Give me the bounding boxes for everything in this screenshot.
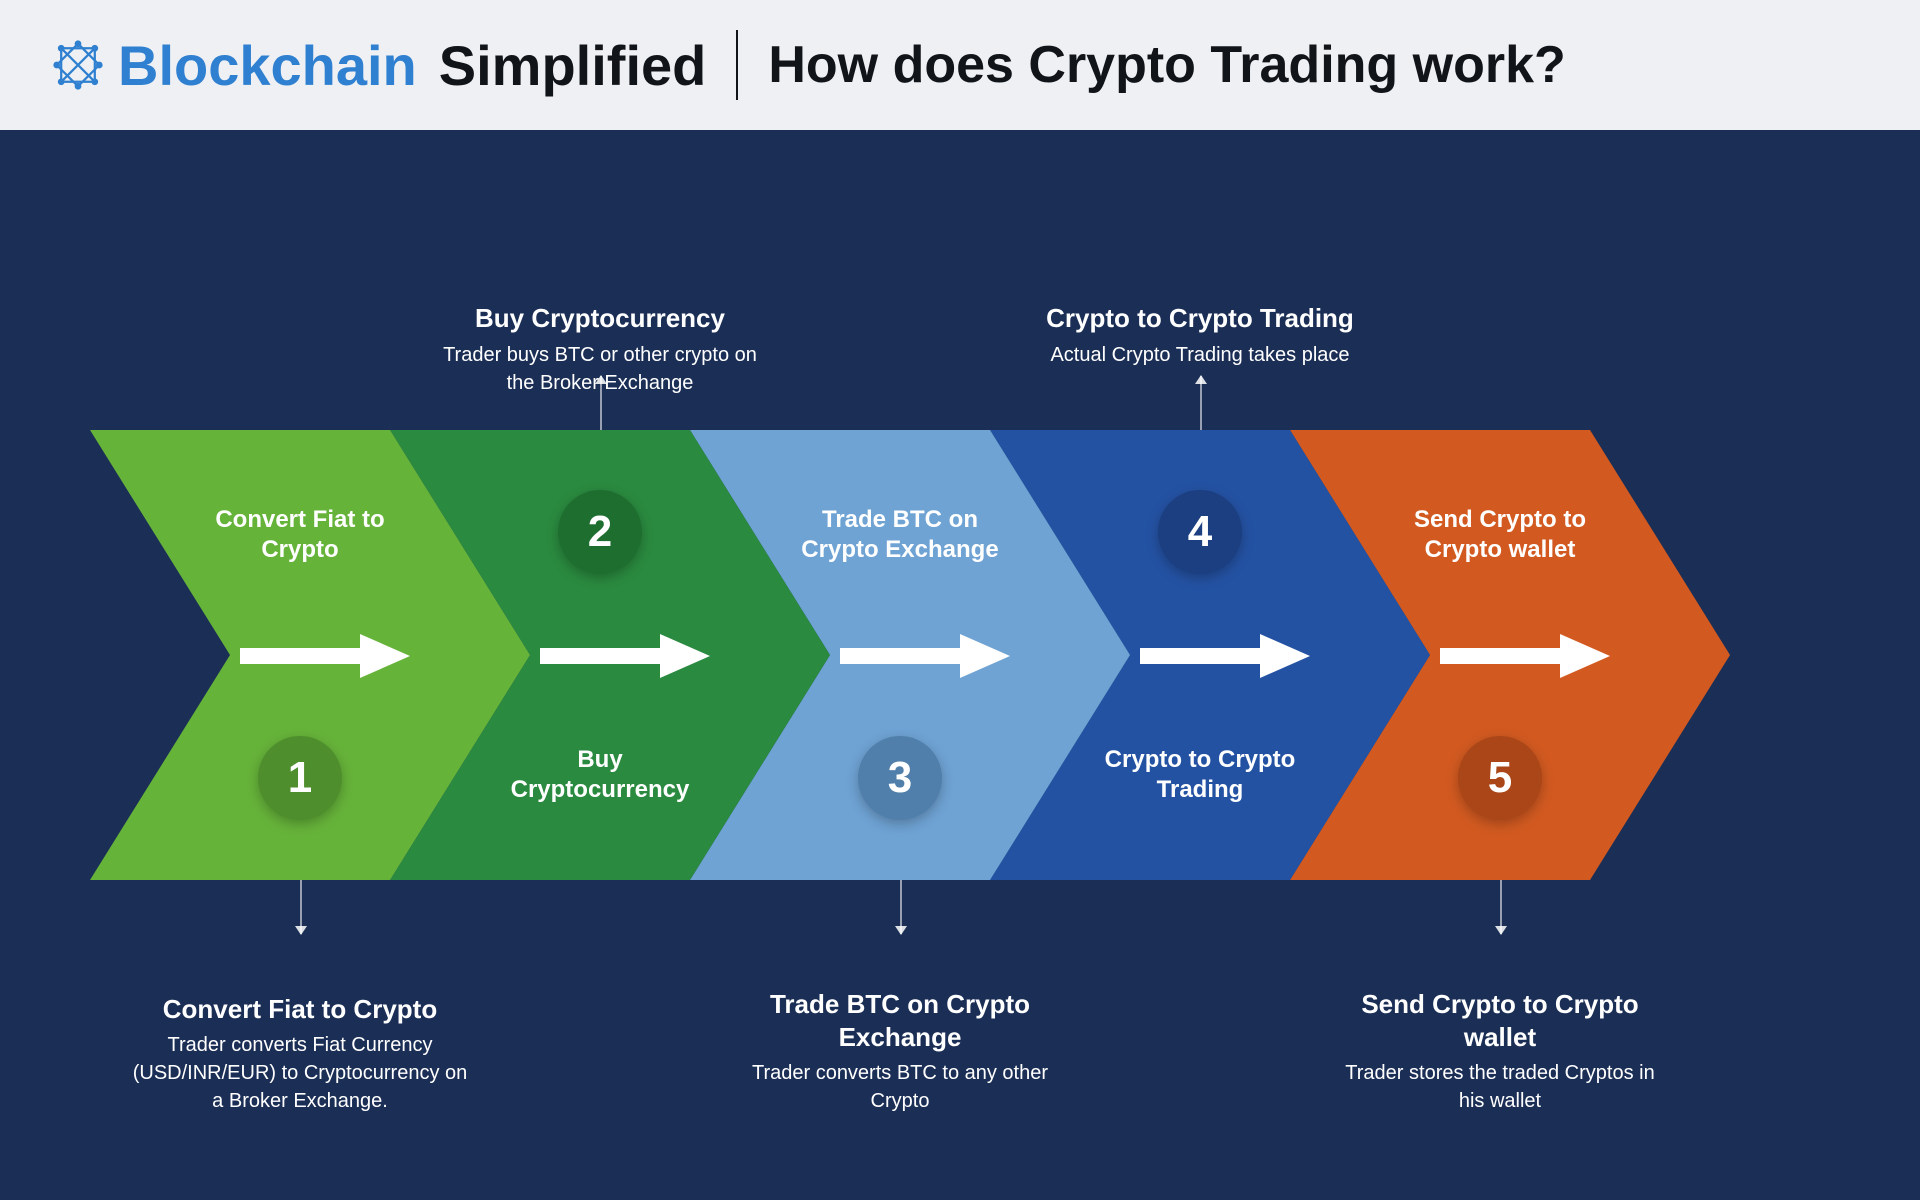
callout-desc-1: Trader converts Fiat Currency (USD/INR/E… xyxy=(130,1031,470,1115)
callout-title-3: Trade BTC on Crypto Exchange xyxy=(730,988,1070,1053)
step-number-1: 1 xyxy=(258,736,342,820)
logo-word-2: Simplified xyxy=(439,33,707,98)
connector-4 xyxy=(1200,376,1202,436)
step-chevron-1: Convert Fiat to Crypto 1 xyxy=(90,430,530,880)
callout-desc-4: Actual Crypto Trading takes place xyxy=(1030,341,1370,369)
step-title-1: Convert Fiat to Crypto xyxy=(190,505,410,565)
arrow-icon xyxy=(840,634,1010,678)
callout-4: Crypto to Crypto Trading Actual Crypto Tr… xyxy=(1030,302,1370,369)
step-number-3: 3 xyxy=(858,736,942,820)
chevron-row: Convert Fiat to Crypto1Buy Cryptocurrenc… xyxy=(90,430,1830,880)
callout-5: Send Crypto to Crypto wallet Trader store… xyxy=(1330,988,1670,1115)
callout-desc-3: Trader converts BTC to any other Crypto xyxy=(730,1059,1070,1115)
step-number-4: 4 xyxy=(1158,490,1242,574)
callout-title-1: Convert Fiat to Crypto xyxy=(130,993,470,1026)
logo: Blockchain Simplified xyxy=(50,33,706,98)
callout-title-4: Crypto to Crypto Trading xyxy=(1030,302,1370,335)
connector-1 xyxy=(300,874,302,934)
arrow-icon xyxy=(1140,634,1310,678)
diagram-canvas: Convert Fiat to Crypto 1 Buy Cryptocurrenc… xyxy=(0,130,1920,1200)
callout-title-5: Send Crypto to Crypto wallet xyxy=(1330,988,1670,1053)
arrow-icon xyxy=(540,634,710,678)
callout-1: Convert Fiat to Crypto Trader converts Fi… xyxy=(130,993,470,1116)
logo-word-1: Blockchain xyxy=(118,33,417,98)
callout-3: Trade BTC on Crypto Exchange Trader conve… xyxy=(730,988,1070,1115)
page-title: How does Crypto Trading work? xyxy=(768,35,1565,95)
blockchain-logo-icon xyxy=(50,37,106,93)
connector-3 xyxy=(900,874,902,934)
step-number-2: 2 xyxy=(558,490,642,574)
step-number-5: 5 xyxy=(1458,736,1542,820)
callout-desc-5: Trader stores the traded Cryptos in his … xyxy=(1330,1059,1670,1115)
arrow-icon xyxy=(240,634,410,678)
divider xyxy=(736,30,738,100)
header: Blockchain Simplified How does Crypto Tr… xyxy=(0,0,1920,130)
connector-2 xyxy=(600,376,602,436)
arrow-icon xyxy=(1440,634,1610,678)
callout-title-2: Buy Cryptocurrency xyxy=(430,302,770,335)
connector-5 xyxy=(1500,874,1502,934)
